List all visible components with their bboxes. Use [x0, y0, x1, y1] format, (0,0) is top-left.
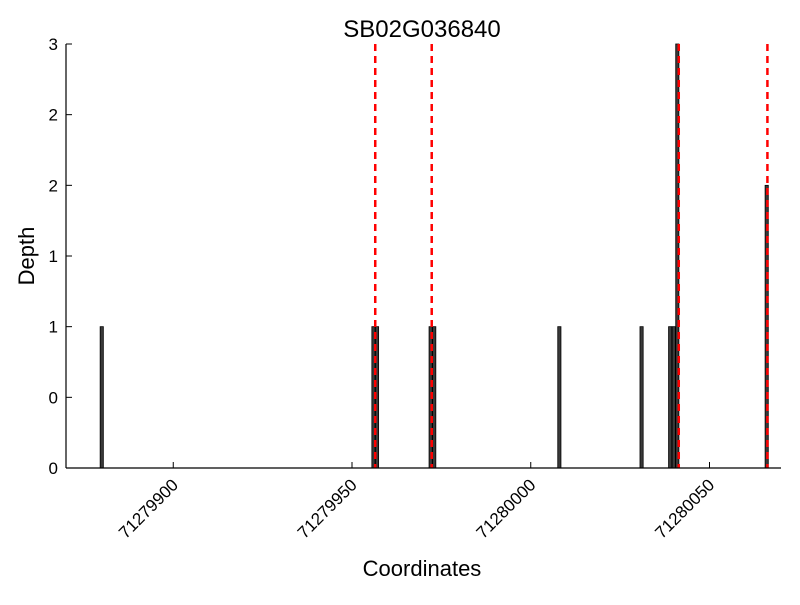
- y-tick-label: 1: [49, 318, 58, 337]
- depth-bar: [432, 326, 437, 469]
- reference-lines-layer: [373, 44, 769, 468]
- x-axis-label: Coordinates: [363, 556, 482, 581]
- y-axis-label: Depth: [14, 227, 39, 286]
- y-tick-label: 0: [49, 388, 58, 407]
- x-tick-label: 71280000: [473, 475, 540, 542]
- x-tick-label: 71280050: [651, 475, 718, 542]
- y-tick-label: 3: [49, 35, 58, 54]
- y-tick-label: 2: [49, 106, 58, 125]
- depth-bar: [671, 326, 676, 469]
- y-tick-label: 0: [49, 459, 58, 478]
- y-tick-label: 2: [49, 176, 58, 195]
- chart-title: SB02G036840: [343, 16, 500, 43]
- y-tick-label: 1: [49, 247, 58, 266]
- depth-bar: [557, 326, 562, 469]
- depth-bar: [99, 326, 104, 469]
- depth-bar: [668, 326, 673, 469]
- x-tick-label: 71279900: [115, 475, 182, 542]
- x-tick-label: 71279950: [294, 475, 361, 542]
- bars-layer: [99, 43, 769, 469]
- depth-bar: [639, 326, 644, 469]
